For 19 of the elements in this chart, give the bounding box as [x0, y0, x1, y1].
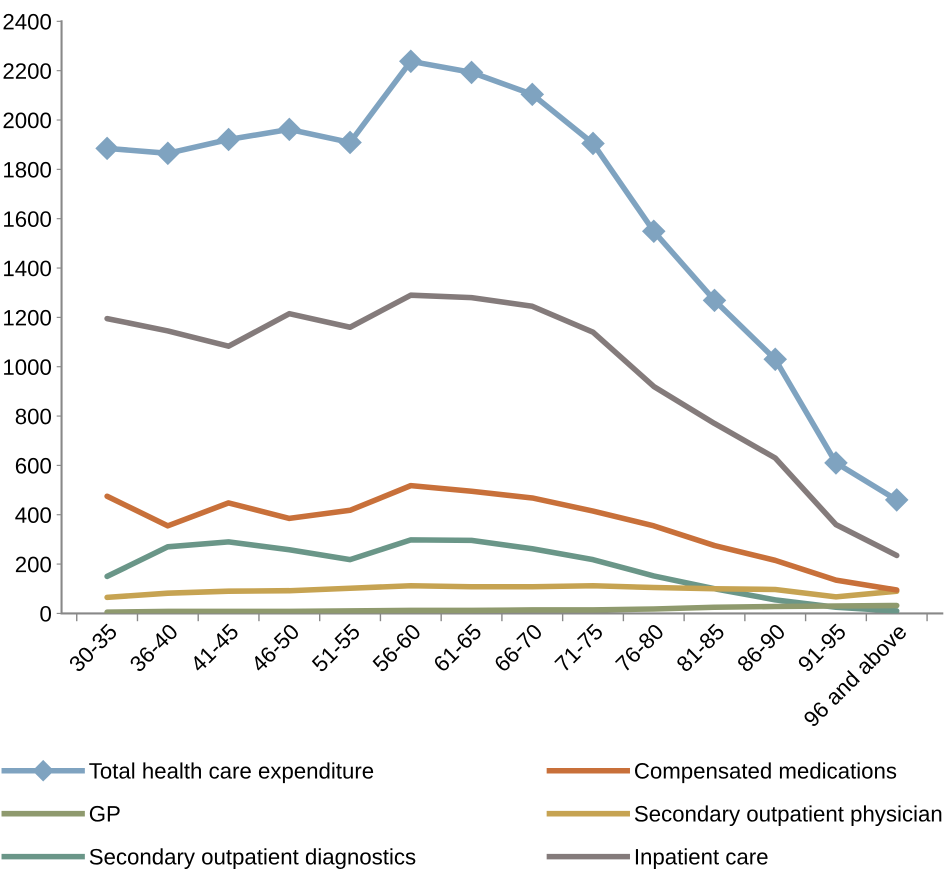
- legend-label: GP: [90, 806, 120, 822]
- y-tick-label: 0: [40, 606, 51, 622]
- y-tick-label: 2400: [4, 14, 51, 30]
- y-tick-label: 600: [16, 458, 51, 474]
- y-tick-label: 2000: [4, 112, 51, 128]
- y-tick-label: 1600: [4, 211, 51, 227]
- y-tick-label: 1800: [4, 162, 51, 178]
- y-tick-label: 2200: [4, 63, 51, 79]
- y-tick-label: 1400: [4, 260, 51, 276]
- y-tick-label: 400: [15, 507, 51, 523]
- legend-label: Total health care expenditure: [89, 762, 374, 784]
- legend-label: Secondary outpatient physician: [634, 805, 942, 826]
- y-tick-label: 200: [16, 556, 51, 572]
- y-tick-label: 800: [16, 408, 51, 424]
- y-tick-label: 1200: [4, 310, 51, 326]
- legend-label: Secondary outpatient diagnostics: [90, 848, 416, 869]
- y-tick-label: 1000: [4, 359, 51, 375]
- legend-label: Compensated medications: [635, 762, 896, 784]
- legend-label: Inpatient care: [636, 848, 768, 869]
